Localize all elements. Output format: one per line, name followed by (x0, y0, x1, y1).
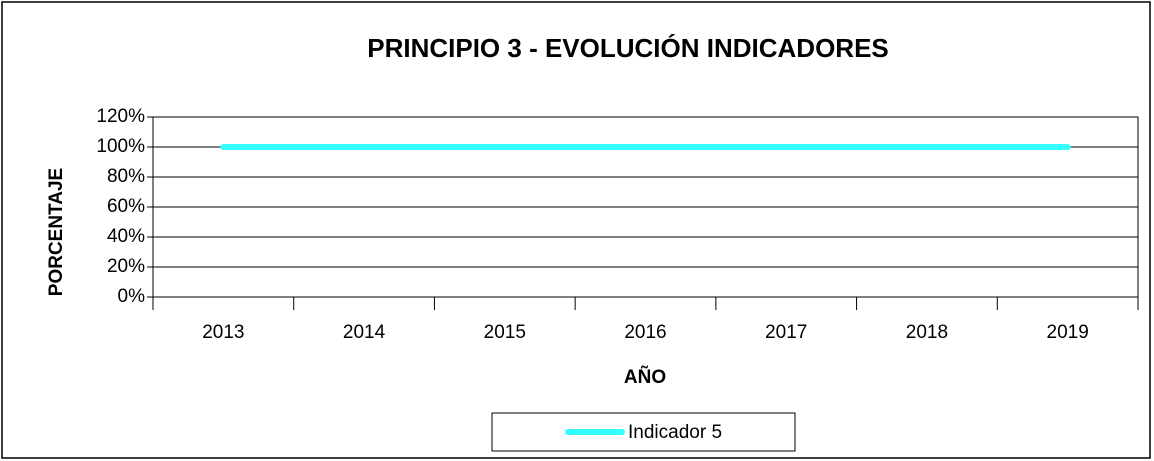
y-tick-label: 0% (118, 286, 146, 307)
x-tick-label: 2016 (624, 322, 666, 343)
legend (491, 412, 796, 452)
y-axis-label: PORCENTAJE (46, 168, 67, 296)
y-tick-label: 60% (107, 196, 145, 217)
x-tick-label: 2014 (343, 322, 386, 343)
x-tick-label: 2013 (202, 322, 244, 343)
x-tick-label: 2019 (1047, 322, 1089, 343)
y-tick-label: 20% (107, 256, 145, 277)
x-axis-label: AÑO (624, 366, 666, 388)
legend-label: Indicador 5 (628, 422, 722, 443)
chart-title: PRINCIPIO 3 - EVOLUCIÓN INDICADORES (367, 33, 889, 63)
y-tick-label: 100% (96, 136, 145, 157)
x-tick-label: 2017 (765, 322, 807, 343)
x-tick-label: 2018 (906, 322, 948, 343)
y-tick-label: 120% (96, 106, 145, 127)
y-tick-label: 80% (107, 166, 145, 187)
y-tick-label: 40% (107, 226, 145, 247)
x-tick-label: 2015 (484, 322, 526, 343)
